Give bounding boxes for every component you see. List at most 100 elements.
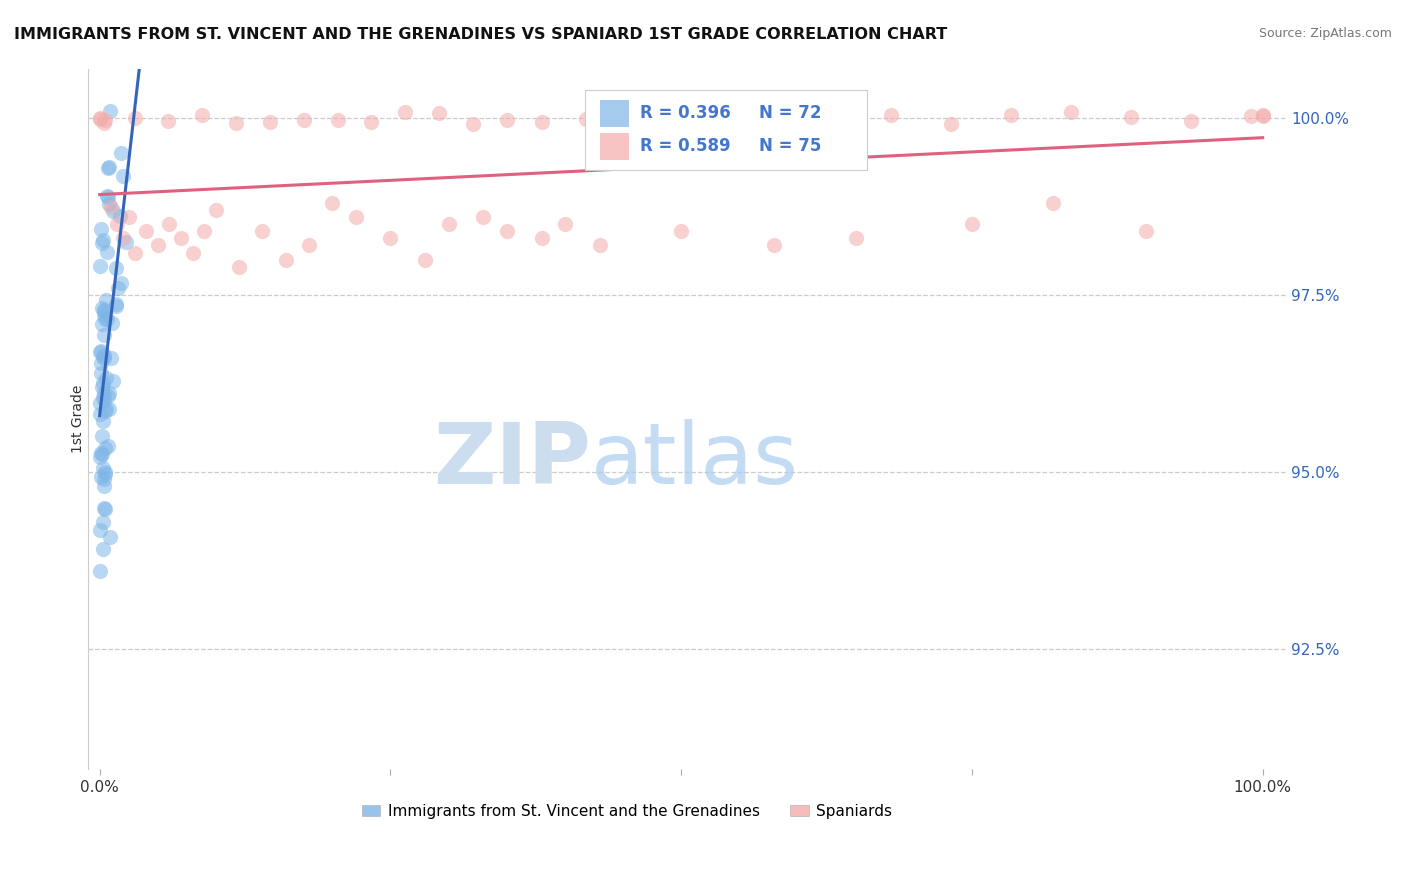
Text: N = 75: N = 75 — [759, 137, 821, 155]
Point — [960, 217, 983, 231]
Point — [100, 200, 122, 214]
Point — [89, 112, 111, 127]
Y-axis label: 1st Grade: 1st Grade — [72, 384, 86, 453]
Point — [93, 115, 115, 129]
Point — [157, 113, 180, 128]
Point — [228, 260, 250, 274]
Point — [91, 460, 114, 475]
Point — [91, 390, 114, 404]
Text: ZIP: ZIP — [433, 419, 591, 502]
Point — [437, 217, 460, 231]
Point — [90, 221, 112, 235]
Point — [101, 316, 124, 330]
Point — [112, 169, 135, 183]
Point — [93, 304, 115, 318]
Point — [118, 210, 141, 224]
Point — [96, 189, 118, 203]
Point — [100, 351, 122, 365]
Point — [93, 302, 115, 317]
Point — [105, 297, 128, 311]
Point — [298, 238, 321, 252]
Point — [93, 351, 115, 366]
Point — [755, 112, 778, 127]
Bar — [599, 100, 630, 127]
Point — [394, 105, 416, 120]
Point — [89, 450, 111, 464]
Point — [105, 299, 128, 313]
Point — [90, 447, 112, 461]
Point — [94, 371, 117, 385]
Text: IMMIGRANTS FROM ST. VINCENT AND THE GRENADINES VS SPANIARD 1ST GRADE CORRELATION: IMMIGRANTS FROM ST. VINCENT AND THE GREN… — [14, 27, 948, 42]
Point — [89, 111, 111, 125]
Point — [110, 277, 132, 291]
Point — [259, 115, 281, 129]
Point — [181, 245, 204, 260]
Point — [800, 109, 823, 123]
Point — [89, 523, 111, 537]
Point — [89, 259, 111, 273]
Point — [91, 236, 114, 251]
Point — [710, 105, 733, 120]
Point — [589, 238, 612, 252]
Point — [191, 108, 214, 122]
Text: R = 0.396: R = 0.396 — [640, 104, 731, 122]
Point — [93, 500, 115, 515]
Point — [110, 146, 132, 161]
Point — [1251, 108, 1274, 122]
Point — [669, 224, 692, 238]
Point — [93, 385, 115, 400]
Point — [90, 356, 112, 370]
Point — [97, 439, 120, 453]
Point — [98, 103, 121, 118]
Point — [108, 209, 131, 223]
Point — [94, 113, 117, 128]
Point — [380, 231, 402, 245]
Point — [91, 380, 114, 394]
Point — [763, 238, 786, 252]
Point — [93, 414, 115, 428]
Point — [93, 308, 115, 322]
Point — [495, 112, 517, 127]
Point — [90, 317, 112, 331]
Point — [93, 501, 115, 516]
Point — [90, 366, 112, 380]
Point — [93, 233, 115, 247]
Point — [91, 376, 114, 390]
Point — [620, 114, 643, 128]
Point — [170, 231, 193, 245]
Text: Source: ZipAtlas.com: Source: ZipAtlas.com — [1258, 27, 1392, 40]
Point — [413, 252, 436, 267]
Point — [107, 280, 129, 294]
Point — [94, 402, 117, 417]
Point — [94, 312, 117, 326]
Bar — [599, 133, 630, 160]
Point — [530, 231, 553, 245]
Point — [93, 392, 115, 407]
Point — [360, 115, 382, 129]
Point — [193, 224, 215, 238]
Point — [1042, 196, 1064, 211]
Point — [89, 564, 111, 578]
Point — [1135, 224, 1157, 238]
Point — [252, 224, 274, 238]
Point — [93, 328, 115, 343]
Point — [575, 112, 598, 126]
Point — [845, 231, 868, 245]
Point — [90, 343, 112, 358]
Point — [89, 396, 111, 410]
Point — [98, 197, 121, 211]
Point — [93, 479, 115, 493]
Point — [105, 261, 128, 276]
Point — [90, 446, 112, 460]
Point — [101, 374, 124, 388]
Point — [96, 244, 118, 259]
Point — [93, 472, 115, 486]
Point — [93, 516, 115, 530]
Point — [96, 311, 118, 326]
Point — [124, 245, 146, 260]
Point — [91, 541, 114, 556]
Point — [1251, 109, 1274, 123]
Point — [472, 210, 495, 224]
Point — [115, 235, 138, 249]
Point — [94, 293, 117, 307]
